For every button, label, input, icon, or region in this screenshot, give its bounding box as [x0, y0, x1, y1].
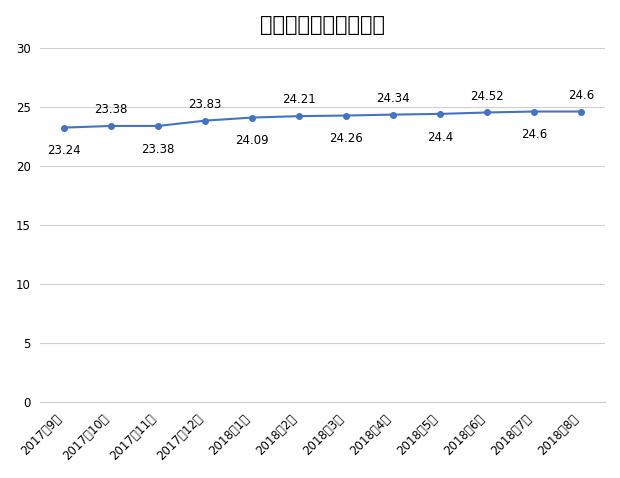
Text: 24.6: 24.6: [521, 128, 547, 141]
Text: 23.38: 23.38: [94, 103, 128, 116]
Text: 24.09: 24.09: [236, 134, 269, 147]
Title: 私募员工数量变化情况: 私募员工数量变化情况: [260, 15, 385, 35]
Text: 24.21: 24.21: [282, 93, 316, 107]
Text: 24.4: 24.4: [427, 130, 453, 143]
Text: 23.24: 23.24: [47, 144, 81, 157]
Text: 24.34: 24.34: [376, 92, 410, 105]
Text: 23.83: 23.83: [188, 98, 222, 111]
Text: 23.38: 23.38: [141, 142, 175, 156]
Text: 24.26: 24.26: [329, 132, 363, 145]
Text: 24.52: 24.52: [471, 90, 504, 103]
Text: 24.6: 24.6: [569, 89, 595, 102]
